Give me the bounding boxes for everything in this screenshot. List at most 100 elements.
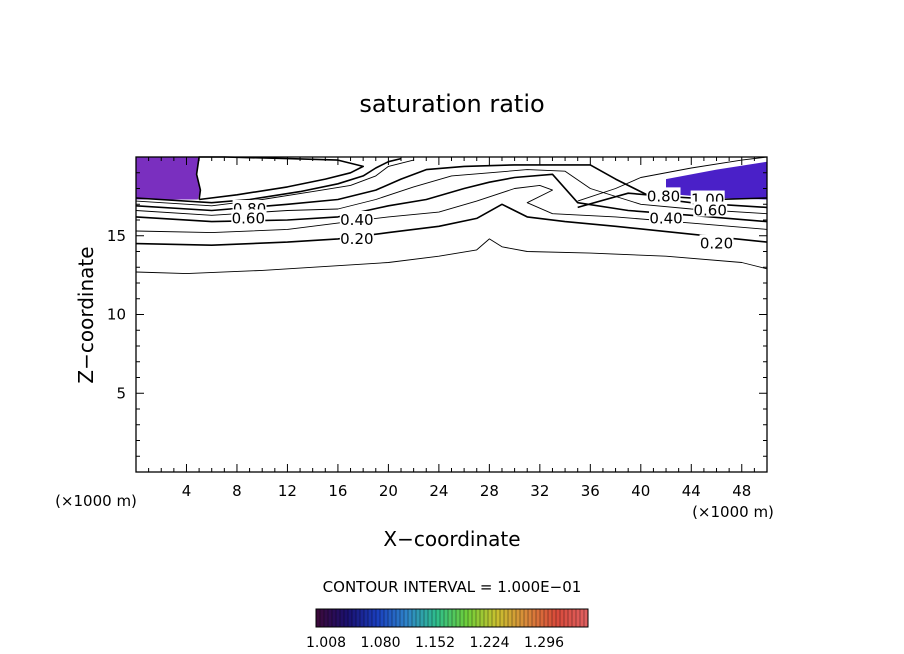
filled-regions — [136, 157, 767, 200]
colorbar-tick-label: 1.296 — [524, 635, 564, 651]
y-axis-ticks: 5 10 15 — [107, 156, 767, 473]
contour-line-0_7 — [135, 159, 414, 207]
colorbar-segment — [580, 609, 585, 627]
colorbar-segment — [492, 609, 497, 627]
colorbar-segment — [468, 609, 473, 627]
colorbar-segment — [332, 609, 337, 627]
colorbar-ticks: 1.008 1.080 1.152 1.224 1.296 — [306, 635, 564, 651]
colorbar-segment — [576, 609, 581, 627]
colorbar-segment — [524, 609, 529, 627]
y-tick-label: 5 — [116, 384, 126, 402]
colorbar-segment — [552, 609, 557, 627]
x-tick-label: 40 — [631, 482, 650, 500]
contour-label-background — [649, 209, 684, 225]
colorbar-segment — [324, 609, 329, 627]
colorbar — [315, 608, 589, 628]
colorbar-segment — [376, 609, 381, 627]
y-axis-label: Z−coordinate — [74, 246, 98, 383]
contour-line-0_2 — [135, 203, 768, 246]
x-tick-label: 44 — [682, 482, 701, 500]
colorbar-segment — [316, 609, 321, 627]
colorbar-segment — [536, 609, 541, 627]
contour-label: 0.20 — [340, 230, 373, 248]
contour-line-0_5 — [135, 169, 768, 216]
x-tick-label: 24 — [429, 482, 448, 500]
filled-region-left-supersaturation — [136, 157, 201, 200]
colorbar-segment — [368, 609, 373, 627]
contour-interval-label: CONTOUR INTERVAL = 1.000E−01 — [323, 578, 582, 596]
contour-label-background — [693, 201, 728, 217]
colorbar-segment — [444, 609, 449, 627]
colorbar-segment — [432, 609, 437, 627]
colorbar-segment — [436, 609, 441, 627]
colorbar-segment — [396, 609, 401, 627]
contour-line-0_8 — [135, 157, 402, 204]
colorbar-segment — [496, 609, 501, 627]
colorbar-segment — [488, 609, 493, 627]
colorbar-segment — [512, 609, 517, 627]
contour-label: 0.60 — [694, 202, 727, 220]
colorbar-segment — [448, 609, 453, 627]
colorbar-segment — [320, 609, 325, 627]
colorbar-segment — [356, 609, 361, 627]
colorbar-segment — [564, 609, 569, 627]
colorbar-segment — [364, 609, 369, 627]
colorbar-segment — [540, 609, 545, 627]
contour-label-background — [339, 211, 374, 226]
colorbar-segment — [532, 609, 537, 627]
x-tick-label: 28 — [480, 482, 499, 500]
colorbar-tick-label: 1.224 — [469, 635, 509, 651]
colorbar-segment — [544, 609, 549, 627]
colorbar-segment — [328, 609, 333, 627]
x-tick-label: 20 — [379, 482, 398, 500]
contour-label: 0.40 — [649, 209, 682, 227]
colorbar-segment — [504, 609, 509, 627]
chart-title: saturation ratio — [359, 90, 544, 118]
colorbar-segment — [508, 609, 513, 627]
contour-label-background — [231, 209, 266, 225]
colorbar-segment — [584, 609, 589, 627]
colorbar-segment — [384, 609, 389, 627]
contour-label: 0.20 — [700, 235, 733, 253]
contour-label: 0.40 — [340, 211, 373, 229]
colorbar-segment — [344, 609, 349, 627]
colorbar-segment — [352, 609, 357, 627]
colorbar-segment — [336, 609, 341, 627]
colorbar-segment — [412, 609, 417, 627]
colorbar-segment — [556, 609, 561, 627]
colorbar-segment — [420, 609, 425, 627]
contour-labels: 0.800.60 0.400.200.80 1.000.600.400.20 — [231, 187, 734, 253]
colorbar-segment — [528, 609, 533, 627]
contour-line-0_4 — [135, 173, 768, 223]
contour-line-0_1 — [135, 238, 768, 275]
colorbar-segment — [372, 609, 377, 627]
y-tick-label: 10 — [107, 306, 126, 324]
contour-label-background — [646, 187, 681, 203]
colorbar-segment — [400, 609, 405, 627]
colorbar-segment — [472, 609, 477, 627]
colorbar-segment — [548, 609, 553, 627]
colorbar-segment — [388, 609, 393, 627]
colorbar-segment — [392, 609, 397, 627]
x-tick-label: 36 — [581, 482, 600, 500]
colorbar-segment — [360, 609, 365, 627]
colorbar-segment — [404, 609, 409, 627]
x-tick-label: 12 — [278, 482, 297, 500]
contour-label-background — [339, 229, 374, 245]
colorbar-segment — [464, 609, 469, 627]
x-tick-label: 4 — [182, 482, 192, 500]
contour-label-background — [699, 234, 734, 250]
colorbar-segment — [460, 609, 465, 627]
colorbar-segment — [452, 609, 457, 627]
colorbar-segment — [340, 609, 345, 627]
x-tick-label: 16 — [328, 482, 347, 500]
colorbar-tick-label: 1.008 — [306, 635, 346, 651]
colorbar-segment — [428, 609, 433, 627]
contour-line-0_9 — [577, 156, 768, 202]
contour-label: 0.60 — [232, 209, 265, 227]
colorbar-segment — [408, 609, 413, 627]
contour-line-0_3 — [135, 184, 768, 234]
x-tick-label: 8 — [232, 482, 242, 500]
colorbar-segment — [516, 609, 521, 627]
